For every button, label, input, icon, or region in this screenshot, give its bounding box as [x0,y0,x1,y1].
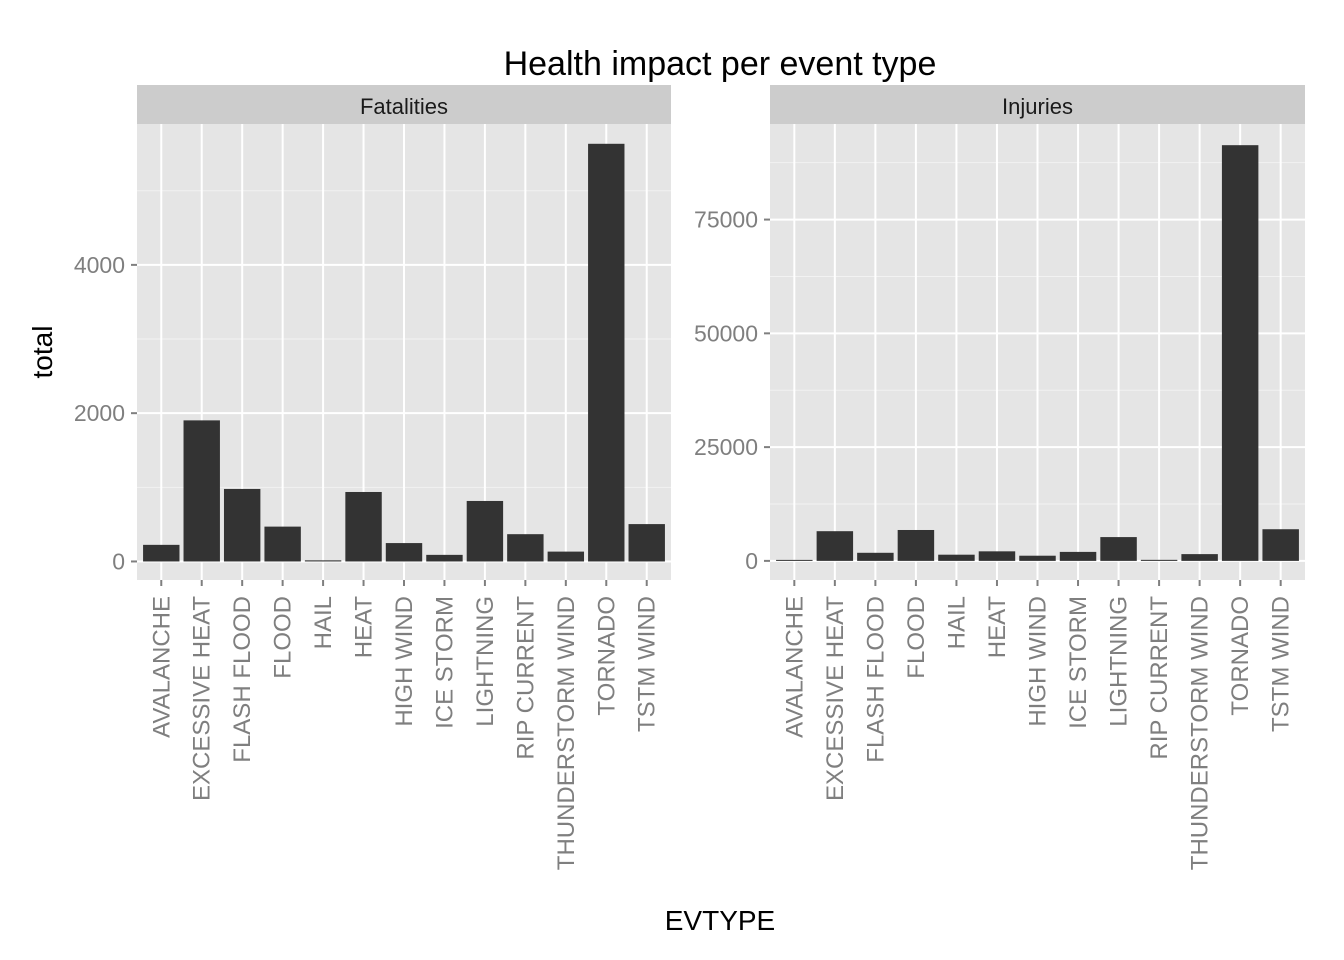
bar-tornado [1221,145,1259,561]
x-tick-label-tornado: TORNADO [1227,596,1254,716]
bar-avalanche [143,544,180,562]
x-tick-label-high-wind: HIGH WIND [391,596,418,727]
x-tick-label-avalanche: AVALANCHE [781,596,808,738]
bar-hail [304,560,342,562]
x-tick-label-avalanche: AVALANCHE [148,596,175,738]
bar-flash-flood [223,488,261,562]
x-tick-label-high-wind: HIGH WIND [1025,596,1052,727]
y-tick-label: 0 [112,548,125,574]
x-axis-title: EVTYPE [665,905,775,936]
y-tick-label: 2000 [74,400,125,426]
bar-avalanche [776,559,813,561]
x-tick-label-rip-current: RIP CURRENT [512,596,539,760]
y-tick-label: 4000 [74,252,125,278]
bar-flash-flood [857,552,894,561]
x-tick-label-flash-flood: FLASH FLOOD [229,596,256,763]
x-tick-label-hail: HAIL [310,596,337,649]
bar-ice-storm [426,554,463,562]
bar-hail [938,554,975,561]
x-tick-label-excessive-heat: EXCESSIVE HEAT [189,596,216,801]
x-tick-label-flood: FLOOD [270,596,297,679]
x-tick-label-excessive-heat: EXCESSIVE HEAT [822,596,849,801]
x-tick-label-rip-current: RIP CURRENT [1146,596,1173,760]
bar-flood [264,526,301,562]
chart-title: Health impact per event type [504,45,937,83]
bar-tornado [588,143,625,562]
bar-rip-current [507,534,544,562]
x-tick-label-lightning: LIGHTNING [1106,596,1133,727]
bar-high-wind [1019,555,1056,561]
x-tick-label-ice-storm: ICE STORM [1065,596,1092,729]
facet-strip [770,85,1305,124]
bar-tstm-wind [1262,529,1299,561]
x-tick-label-thunderstorm-wind: THUNDERSTORM WIND [553,596,580,870]
bar-thunderstorm-wind [547,551,585,562]
x-tick-label-heat: HEAT [984,596,1011,659]
facet-strip-label: Injuries [1002,94,1073,119]
bar-lightning [466,500,504,562]
y-tick-label: 0 [745,548,758,574]
y-tick-label: 25000 [694,434,758,460]
x-tick-label-flood: FLOOD [903,596,930,679]
facet-fatalities: Fatalities 0 2000 4000 AVALANCHE EXCESSIVE HE… [74,85,671,870]
y-tick-label: 75000 [694,207,758,233]
facet-strip [137,85,671,124]
bar-ice-storm [1059,551,1097,561]
x-tick-label-heat: HEAT [351,596,378,659]
bar-thunderstorm-wind [1181,554,1218,561]
x-tick-label-ice-storm: ICE STORM [431,596,458,729]
bar-heat [978,551,1016,561]
y-axis-title: total [27,326,58,379]
bar-high-wind [385,543,423,562]
bar-excessive-heat [183,420,220,562]
bar-flood [897,529,935,561]
x-tick-label-thunderstorm-wind: THUNDERSTORM WIND [1187,596,1214,870]
bar-tstm-wind [628,524,665,562]
x-tick-label-tornado: TORNADO [593,596,620,716]
x-tick-label-tstm-wind: TSTM WIND [634,596,661,732]
bar-heat [345,491,382,562]
bar-excessive-heat [816,531,854,561]
x-tick-label-lightning: LIGHTNING [472,596,499,727]
facet-injuries: Injuries 0 25000 50000 75000 AVALANCHE EXCESSI… [694,85,1305,870]
facet-strip-label: Fatalities [360,94,448,119]
x-tick-label-flash-flood: FLASH FLOOD [862,596,889,763]
bar-lightning [1100,537,1137,561]
y-tick-label: 50000 [694,320,758,346]
bar-rip-current [1140,559,1178,561]
x-tick-label-tstm-wind: TSTM WIND [1268,596,1295,732]
x-tick-label-hail: HAIL [943,596,970,649]
facets: Fatalities 0 2000 4000 AVALANCHE EXCESSIVE HE… [74,85,1305,870]
